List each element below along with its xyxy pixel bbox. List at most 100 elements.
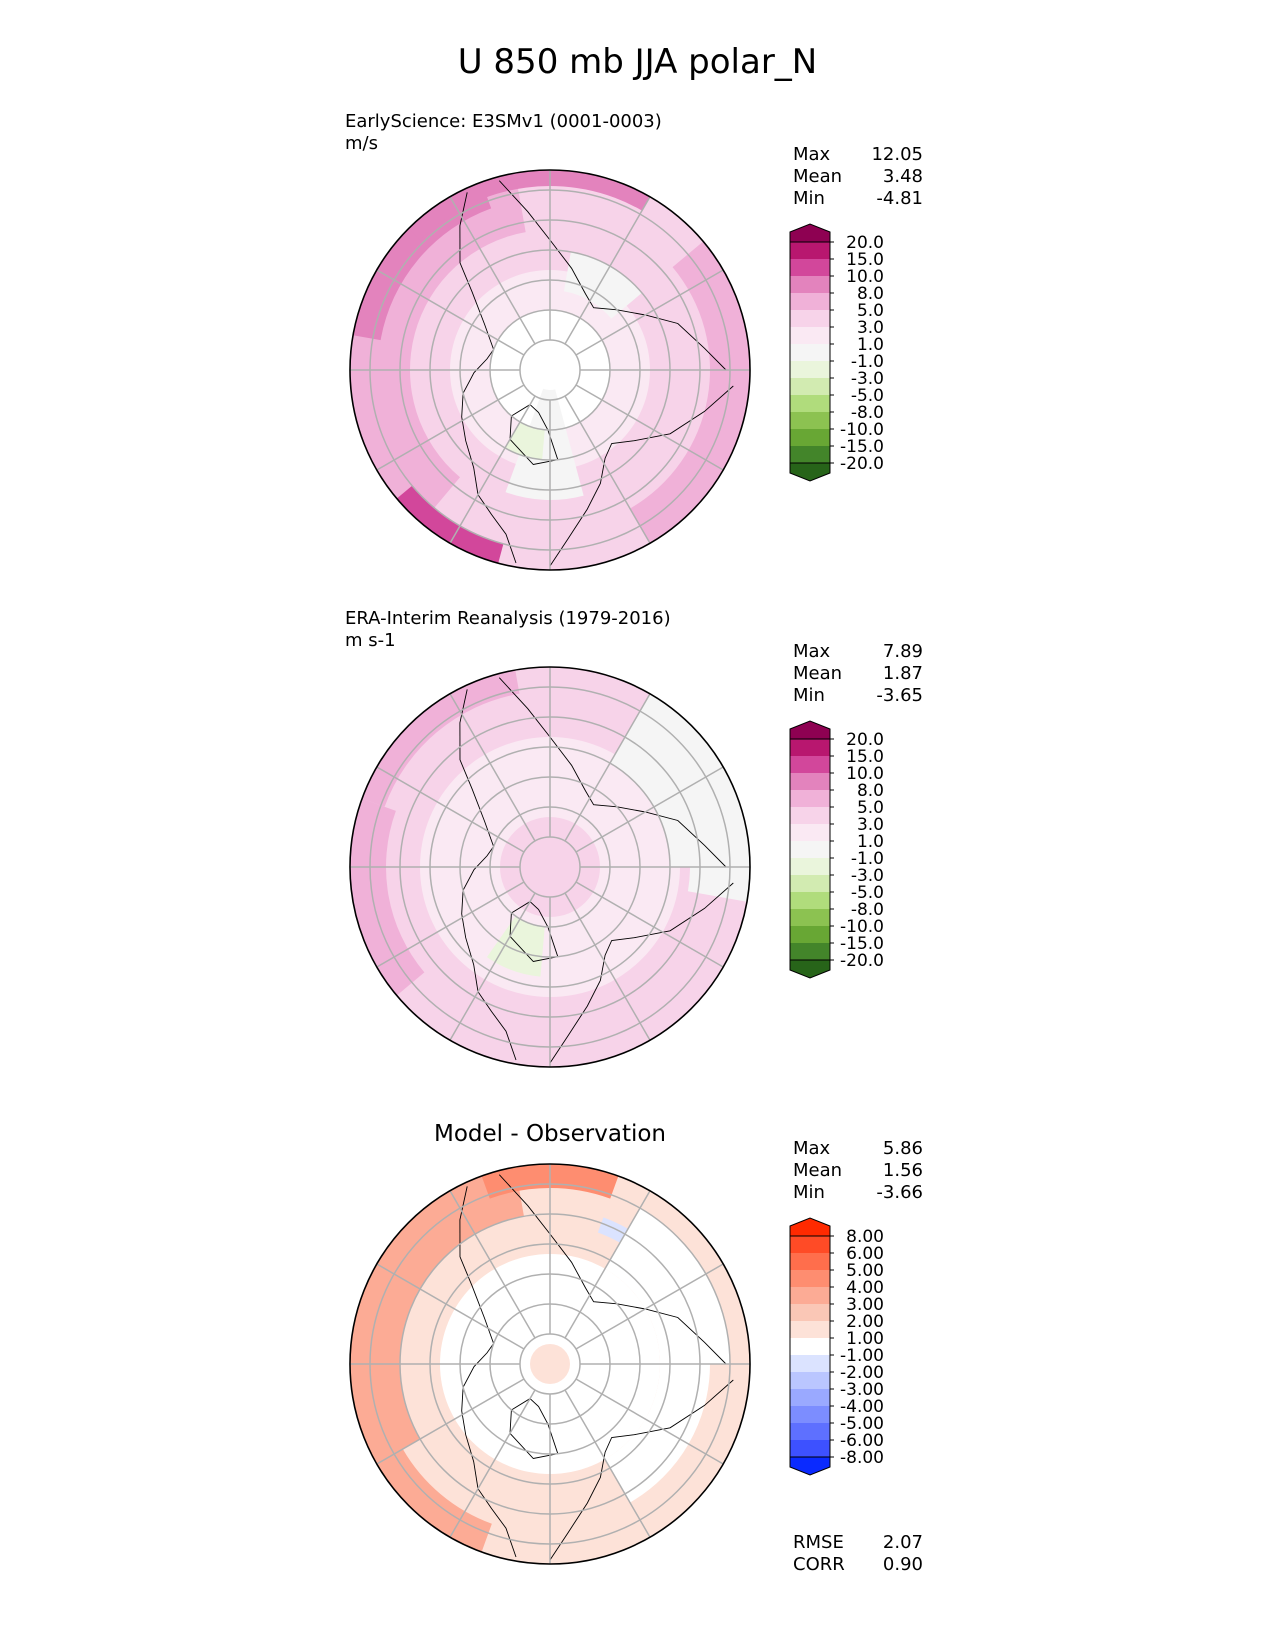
colorbar-tick-label: -1.0 xyxy=(851,352,884,372)
colorbar-segment xyxy=(790,1440,830,1457)
colorbar-tick-label: 2.00 xyxy=(846,1312,884,1332)
colorbar-tick-label: -5.0 xyxy=(851,883,884,903)
contour-region xyxy=(420,737,680,997)
metric-value: 2.07 xyxy=(882,1532,923,1553)
colorbar-segment xyxy=(790,1270,830,1287)
colorbar-tick-label: -15.0 xyxy=(840,934,884,954)
contour-region xyxy=(440,1253,660,1475)
colorbar-segment xyxy=(790,739,830,756)
map-field xyxy=(350,667,750,1067)
colorbar-model: 20.015.010.08.05.03.01.0-1.0-3.0-5.0-8.0… xyxy=(789,223,884,482)
colorbar-tick-label: -6.00 xyxy=(840,1431,884,1451)
colorbar-segment xyxy=(790,1406,830,1423)
colorbar-segment xyxy=(790,1253,830,1270)
stat-value: -3.65 xyxy=(876,685,923,706)
meridian-gridline xyxy=(449,1190,536,1339)
colorbar-tick-label: 1.0 xyxy=(857,832,884,852)
colorbar-difference: 8.006.005.004.003.002.001.00-1.00-2.00-3… xyxy=(789,1217,884,1476)
figure-title: U 850 mb JJA polar_N xyxy=(457,42,818,82)
map-boundary xyxy=(349,169,751,571)
stat-row-max: Max 7.89 xyxy=(793,641,923,663)
colorbar-extend-min xyxy=(789,462,831,482)
contour-region xyxy=(563,251,642,319)
stat-row-min: Min -3.65 xyxy=(793,685,923,707)
coastline xyxy=(509,1398,559,1459)
stat-value: 3.48 xyxy=(882,166,923,187)
colorbar-tick-label: 4.00 xyxy=(846,1278,884,1298)
stat-value: -4.81 xyxy=(876,188,923,209)
stat-label: Mean xyxy=(793,663,843,684)
colorbar-segment xyxy=(790,378,830,395)
polar-map-model xyxy=(349,169,751,571)
colorbar-tick-label: 15.0 xyxy=(846,747,884,767)
colorbar-tick-label: -4.00 xyxy=(840,1397,884,1417)
colorbar-extend-min xyxy=(789,959,831,979)
contour-region xyxy=(353,182,492,341)
colorbar-tick-label: 8.00 xyxy=(846,1227,884,1247)
metric-row-rmse: RMSE 2.07 xyxy=(793,1532,923,1554)
meridian-gridline xyxy=(449,693,536,842)
colorbar-tick-label: -8.00 xyxy=(840,1448,884,1468)
metric-label: CORR xyxy=(793,1554,845,1575)
colorbar-segment xyxy=(790,1338,830,1355)
colorbar-tick-label: 8.0 xyxy=(857,284,884,304)
colorbar-tick-label: -5.0 xyxy=(851,386,884,406)
colorbar-tick-label: -3.0 xyxy=(851,866,884,886)
polar-map-reference xyxy=(349,666,751,1068)
meridian-gridline xyxy=(449,892,536,1041)
coastline xyxy=(498,677,727,868)
colorbar-tick-label: 1.00 xyxy=(846,1329,884,1349)
colorbar-extend-max xyxy=(789,720,831,740)
meridian-gridline xyxy=(564,1190,651,1339)
panel-3-metrics: RMSE 2.07 CORR 0.90 xyxy=(793,1532,923,1576)
meridian-gridline xyxy=(564,1389,651,1538)
colorbar-tick-label: -3.0 xyxy=(851,369,884,389)
panel-3-title: Model - Observation xyxy=(433,1121,667,1147)
contour-region xyxy=(486,916,545,977)
contour-region xyxy=(597,1217,628,1243)
colorbar-tick-label: 8.0 xyxy=(857,781,884,801)
colorbar-segment xyxy=(790,773,830,790)
stat-value: -3.66 xyxy=(876,1182,923,1203)
contour-region xyxy=(620,693,750,902)
colorbar-segment xyxy=(790,875,830,892)
colorbar-segment xyxy=(790,1389,830,1406)
colorbar-tick-label: -8.0 xyxy=(851,900,884,920)
contour-region xyxy=(362,670,520,807)
stat-label: Min xyxy=(793,685,825,706)
colorbar-tick-label: -15.0 xyxy=(840,437,884,457)
stat-value: 12.05 xyxy=(871,144,923,165)
metric-label: RMSE xyxy=(793,1532,844,1553)
stat-row-min: Min -4.81 xyxy=(793,188,923,210)
contour-region xyxy=(449,269,650,471)
panel-3-stats: Max 5.86 Mean 1.56 Min -3.66 xyxy=(793,1138,923,1204)
contour-region xyxy=(605,1208,730,1364)
meridian-gridline xyxy=(376,766,525,853)
colorbar-segment xyxy=(790,858,830,875)
colorbar-segment xyxy=(790,807,830,824)
meridian-gridline xyxy=(564,395,651,544)
meridian-gridline xyxy=(376,1263,525,1350)
colorbar-tick-label: 3.00 xyxy=(846,1295,884,1315)
contour-region xyxy=(350,798,425,996)
stat-label: Mean xyxy=(793,1160,843,1181)
stat-label: Max xyxy=(793,641,831,662)
colorbar-tick-label: 5.0 xyxy=(857,301,884,321)
colorbar-tick-label: -20.0 xyxy=(840,951,884,971)
stat-row-min: Min -3.66 xyxy=(793,1182,923,1204)
colorbar-segment xyxy=(790,395,830,412)
colorbar-segment xyxy=(790,790,830,807)
colorbar-segment xyxy=(790,429,830,446)
colorbar-frame xyxy=(789,241,831,464)
colorbar-segment xyxy=(790,1355,830,1372)
colorbar-segment xyxy=(790,892,830,909)
metric-value: 0.90 xyxy=(882,1554,923,1575)
stat-label: Mean xyxy=(793,166,843,187)
panel-2-label: ERA-Interim Reanalysis (1979-2016) m s-1 xyxy=(345,608,671,652)
panel-2-dataset-name: ERA-Interim Reanalysis (1979-2016) xyxy=(345,608,671,629)
colorbar-tick-label: 10.0 xyxy=(846,764,884,784)
colorbar-tick-label: -8.0 xyxy=(851,403,884,423)
meridian-gridline xyxy=(376,1378,525,1465)
stat-label: Min xyxy=(793,188,825,209)
colorbar-tick-label: 3.0 xyxy=(857,318,884,338)
